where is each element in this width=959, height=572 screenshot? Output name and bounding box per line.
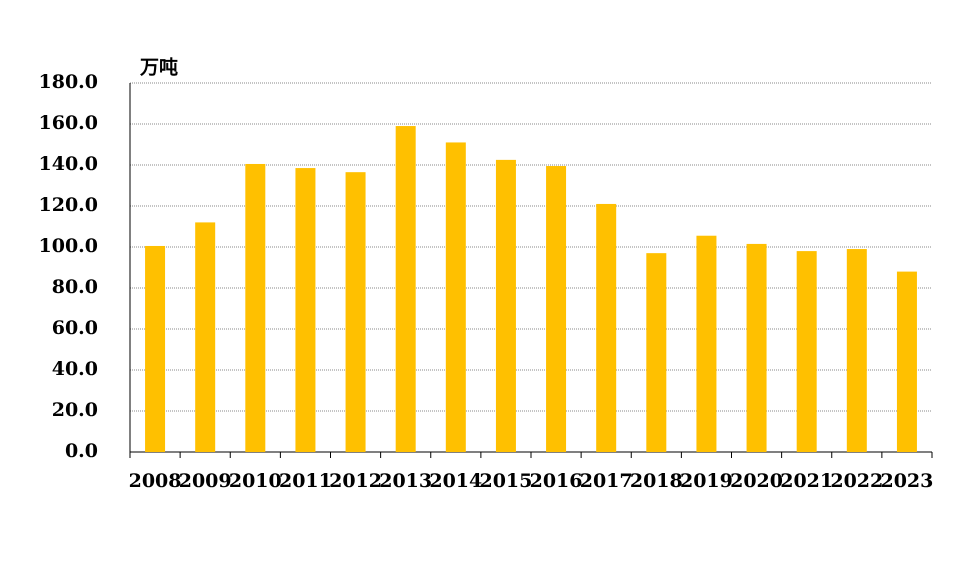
x-tick-label: 2013: [379, 470, 432, 492]
x-tick-label: 2022: [830, 470, 883, 492]
x-tick-label: 2012: [329, 470, 382, 492]
x-tick-label: 2015: [479, 470, 532, 492]
y-tick-label: 100.0: [39, 235, 99, 257]
y-tick-label: 80.0: [52, 276, 98, 298]
x-tick-label: 2018: [630, 470, 683, 492]
bar: [195, 222, 216, 452]
y-tick-label: 60.0: [52, 317, 98, 339]
bar: [746, 243, 767, 452]
y-tick-label: 20.0: [52, 399, 98, 421]
bar: [495, 159, 516, 452]
x-tick-label: 2008: [129, 470, 182, 492]
x-tick-label: 2019: [680, 470, 733, 492]
bar: [846, 249, 867, 452]
bar: [395, 126, 416, 453]
x-tick-label: 2017: [580, 470, 633, 492]
bar: [445, 142, 466, 452]
y-tick-label: 120.0: [39, 194, 99, 216]
y-tick-label: 0.0: [65, 440, 98, 462]
x-tick-label: 2010: [229, 470, 282, 492]
bar: [896, 271, 917, 452]
x-tick-label: 2014: [429, 470, 482, 492]
bar: [546, 166, 567, 452]
y-tick-label: 160.0: [39, 112, 99, 134]
x-tick-label: 2011: [279, 470, 332, 492]
x-tick-label: 2023: [880, 470, 933, 492]
bar: [245, 163, 266, 452]
bar: [796, 251, 817, 452]
x-tick-label: 2020: [730, 470, 783, 492]
bar: [145, 245, 166, 452]
bar: [646, 253, 667, 452]
bar: [696, 235, 717, 452]
bar: [295, 168, 316, 452]
y-tick-label: 140.0: [39, 153, 99, 175]
unit-label: 万吨: [139, 56, 178, 79]
y-tick-label: 180.0: [39, 71, 99, 93]
bar: [345, 172, 366, 453]
x-tick-label: 2021: [780, 470, 833, 492]
y-tick-label: 40.0: [52, 358, 98, 380]
x-tick-label: 2016: [530, 470, 583, 492]
bar: [596, 203, 617, 452]
x-tick-label: 2009: [179, 470, 232, 492]
